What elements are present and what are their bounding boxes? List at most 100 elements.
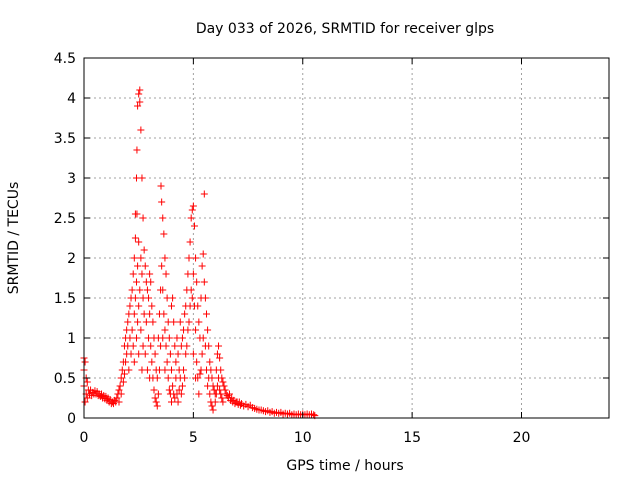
data-point — [138, 270, 146, 278]
data-point — [225, 390, 233, 398]
y-axis-label: SRMTID / TECUs — [6, 182, 22, 295]
data-point — [131, 234, 139, 242]
y-tick-label: 2 — [67, 251, 76, 267]
data-point — [194, 302, 202, 310]
data-point — [189, 202, 197, 210]
data-point — [188, 294, 196, 302]
data-point — [158, 198, 166, 206]
data-point — [160, 230, 168, 238]
data-point — [150, 386, 158, 394]
data-point — [146, 310, 154, 318]
x-tick-label: 20 — [513, 430, 531, 446]
data-point — [183, 342, 191, 350]
data-point — [198, 350, 206, 358]
data-point — [195, 390, 203, 398]
data-point — [215, 342, 223, 350]
data-point — [130, 254, 138, 262]
plot-area-border — [83, 57, 610, 419]
data-point — [128, 286, 136, 294]
data-point — [153, 402, 161, 410]
data-point — [145, 294, 153, 302]
y-tick-label: 3.5 — [54, 131, 76, 147]
data-point — [115, 398, 123, 406]
data-point — [125, 366, 133, 374]
data-point — [134, 102, 142, 110]
data-point — [218, 374, 226, 382]
data-point — [134, 262, 142, 270]
data-point — [159, 286, 167, 294]
data-point — [81, 398, 89, 406]
data-point — [165, 386, 173, 394]
data-point — [138, 174, 146, 182]
data-point — [136, 86, 144, 94]
data-point — [137, 326, 145, 334]
data-point — [181, 310, 189, 318]
data-point — [187, 214, 195, 222]
data-point — [135, 350, 143, 358]
data-point — [141, 350, 149, 358]
data-point — [188, 206, 196, 214]
data-point — [169, 294, 177, 302]
y-tick-label: 0.5 — [54, 371, 76, 387]
data-point — [129, 270, 137, 278]
data-point — [127, 350, 135, 358]
data-point — [168, 398, 175, 406]
data-point — [143, 286, 151, 294]
data-point — [137, 126, 145, 134]
data-point — [190, 222, 198, 230]
y-tick-label: 2.5 — [54, 211, 76, 227]
y-tick-label: 4 — [67, 91, 76, 107]
data-point — [116, 382, 124, 390]
y-axis-tick-labels: 0 0.5 1 1.5 2 2.5 3 3.5 4 4.5 — [54, 51, 76, 427]
data-point — [218, 394, 226, 402]
data-point — [178, 334, 186, 342]
data-point — [204, 326, 212, 334]
data-point — [159, 334, 167, 342]
data-point — [115, 386, 123, 394]
data-point — [171, 394, 179, 402]
data-point — [195, 318, 203, 326]
data-point — [161, 326, 169, 334]
data-point — [81, 358, 89, 366]
data-point — [142, 318, 150, 326]
data-point — [163, 358, 171, 366]
data-point — [208, 402, 216, 410]
data-point — [208, 374, 216, 382]
y-tick-label: 4.5 — [54, 51, 76, 67]
data-point — [126, 302, 134, 310]
data-point — [201, 294, 209, 302]
y-tick-label: 1.5 — [54, 291, 76, 307]
data-point — [136, 98, 144, 106]
data-point — [141, 262, 149, 270]
x-tick-label: 5 — [189, 430, 198, 446]
data-points — [80, 86, 319, 420]
data-point — [148, 358, 156, 366]
data-point — [176, 318, 184, 326]
x-tick-label: 0 — [80, 430, 89, 446]
data-point — [166, 350, 174, 358]
data-point — [136, 286, 144, 294]
data-point — [152, 398, 160, 406]
data-point — [158, 262, 166, 270]
data-point — [175, 386, 183, 394]
chart-title: Day 033 of 2026, SRMTID for receiver glp… — [196, 21, 494, 37]
data-point — [130, 310, 138, 318]
data-point — [213, 382, 221, 390]
data-point — [149, 318, 157, 326]
data-point — [133, 210, 141, 218]
data-point — [159, 214, 167, 222]
data-point — [162, 270, 170, 278]
data-point — [203, 310, 210, 318]
axis-ticks — [83, 57, 609, 419]
data-point — [134, 318, 142, 326]
data-point — [189, 270, 197, 278]
y-tick-label: 3 — [67, 171, 76, 187]
data-point — [180, 366, 188, 374]
data-point — [199, 250, 207, 258]
data-point — [118, 366, 126, 374]
data-point — [184, 326, 192, 334]
data-point — [171, 342, 179, 350]
data-point — [130, 358, 138, 366]
data-point — [192, 254, 200, 262]
